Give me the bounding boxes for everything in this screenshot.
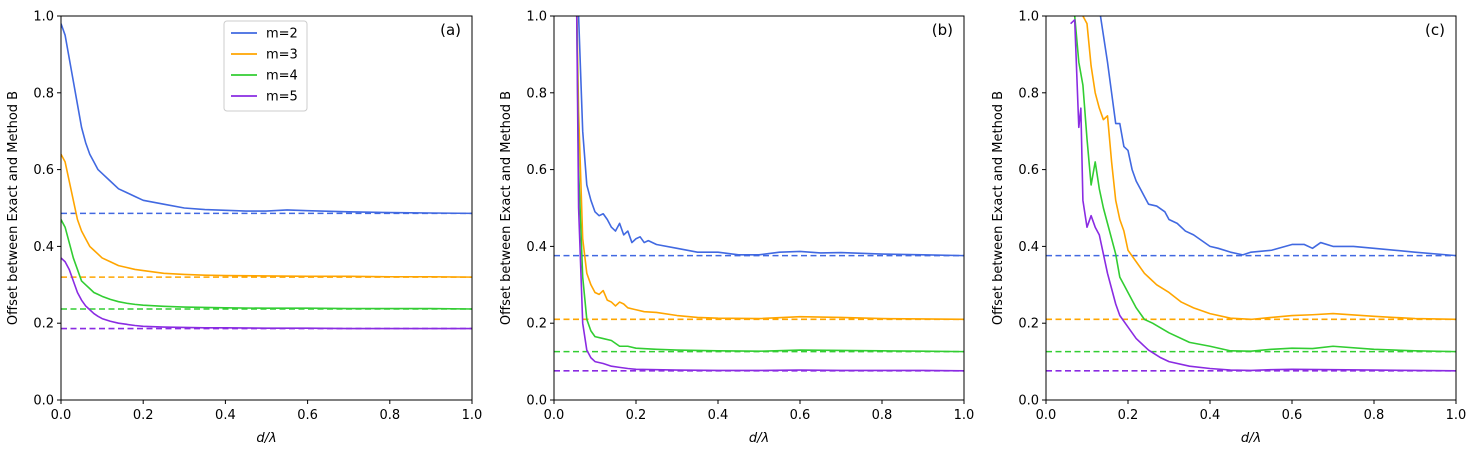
series-line-1 bbox=[576, 16, 964, 321]
y-tick-label: 0.6 bbox=[1018, 163, 1039, 178]
legend-label: m=5 bbox=[266, 90, 298, 105]
panel-label: (c) bbox=[1425, 21, 1445, 39]
x-tick-label: 0.0 bbox=[1036, 408, 1057, 423]
y-tick-label: 1.0 bbox=[526, 10, 547, 25]
x-tick-label: 0.0 bbox=[51, 408, 72, 423]
legend-box bbox=[223, 20, 308, 112]
series-line-0 bbox=[61, 23, 472, 215]
y-tick-label: 0.8 bbox=[1018, 86, 1039, 101]
series-line-2 bbox=[61, 219, 472, 310]
x-tick-label: 0.4 bbox=[1200, 408, 1221, 423]
y-tick-label: 0.4 bbox=[526, 240, 547, 255]
y-tick-label: 0.8 bbox=[33, 86, 54, 101]
y-tick-label: 0.0 bbox=[33, 394, 54, 409]
y-tick-label: 0.6 bbox=[526, 163, 547, 178]
series-line-1 bbox=[1082, 16, 1456, 321]
chart-panel-0: 0.0 0.2 0.4 0.6 0.8 1.0 0.0 0.2 0.4 0.6 0.8 1.0 d/λ O… bbox=[6, 10, 482, 447]
y-tick-label: 0.2 bbox=[1018, 317, 1039, 332]
axes-frame bbox=[60, 15, 473, 401]
x-tick-label: 0.2 bbox=[626, 408, 647, 423]
x-tick-label: 0.8 bbox=[379, 408, 400, 423]
panel-label: (b) bbox=[932, 21, 953, 39]
series-line-0 bbox=[577, 16, 964, 257]
x-tick-label: 0.6 bbox=[297, 408, 318, 423]
x-axis-label: d/λ bbox=[749, 431, 769, 446]
series-line-3 bbox=[575, 16, 964, 372]
x-tick-label: 1.0 bbox=[954, 408, 975, 423]
x-tick-label: 0.0 bbox=[544, 408, 565, 423]
y-tick-label: 0.4 bbox=[1018, 240, 1039, 255]
x-tick-label: 1.0 bbox=[1446, 408, 1467, 423]
y-tick-label: 0.0 bbox=[1018, 394, 1039, 409]
y-tick-label: 1.0 bbox=[1018, 10, 1039, 25]
series-line-2 bbox=[1073, 16, 1456, 353]
x-axis-label: d/λ bbox=[1241, 431, 1261, 446]
series-line-3 bbox=[1070, 19, 1456, 372]
y-tick-label: 0.6 bbox=[33, 163, 54, 178]
chart-panel-1: 0.0 0.2 0.4 0.6 0.8 1.0 0.0 0.2 0.4 0.6 0.8 1.0 d/λ O… bbox=[499, 10, 975, 447]
series-line-3 bbox=[61, 257, 472, 330]
legend-label: m=4 bbox=[266, 69, 298, 84]
y-axis-label: Offset between Exact and Method B bbox=[499, 91, 514, 325]
x-tick-label: 0.4 bbox=[708, 408, 729, 423]
x-tick-label: 0.8 bbox=[1364, 408, 1385, 423]
y-tick-label: 0.8 bbox=[526, 86, 547, 101]
y-axis-label: Offset between Exact and Method B bbox=[991, 91, 1006, 325]
y-axis-label: Offset between Exact and Method B bbox=[6, 91, 21, 325]
y-tick-label: 0.2 bbox=[33, 317, 54, 332]
series-line-1 bbox=[61, 153, 472, 278]
y-tick-label: 0.2 bbox=[526, 317, 547, 332]
x-axis-label: d/λ bbox=[256, 431, 276, 446]
y-tick-label: 0.0 bbox=[526, 394, 547, 409]
x-tick-label: 0.2 bbox=[1118, 408, 1139, 423]
y-tick-label: 0.4 bbox=[33, 240, 54, 255]
x-tick-label: 0.6 bbox=[1282, 408, 1303, 423]
panel-label: (a) bbox=[440, 21, 461, 39]
axes-frame bbox=[1045, 15, 1457, 401]
x-tick-label: 0.6 bbox=[790, 408, 811, 423]
series-line-2 bbox=[575, 16, 964, 353]
axes-frame bbox=[553, 15, 965, 401]
series-line-0 bbox=[1099, 16, 1456, 257]
x-tick-label: 1.0 bbox=[462, 408, 483, 423]
x-tick-label: 0.2 bbox=[133, 408, 154, 423]
x-tick-label: 0.4 bbox=[215, 408, 236, 423]
x-tick-label: 0.8 bbox=[872, 408, 893, 423]
chart-panel-2: 0.0 0.2 0.4 0.6 0.8 1.0 0.0 0.2 0.4 0.6 0.8 1.0 d/λ O… bbox=[991, 10, 1467, 447]
y-tick-label: 1.0 bbox=[33, 10, 54, 25]
legend-label: m=3 bbox=[266, 48, 298, 63]
legend: m=2 m=3 m=4 m=5 bbox=[223, 20, 308, 112]
legend-label: m=2 bbox=[266, 27, 298, 42]
